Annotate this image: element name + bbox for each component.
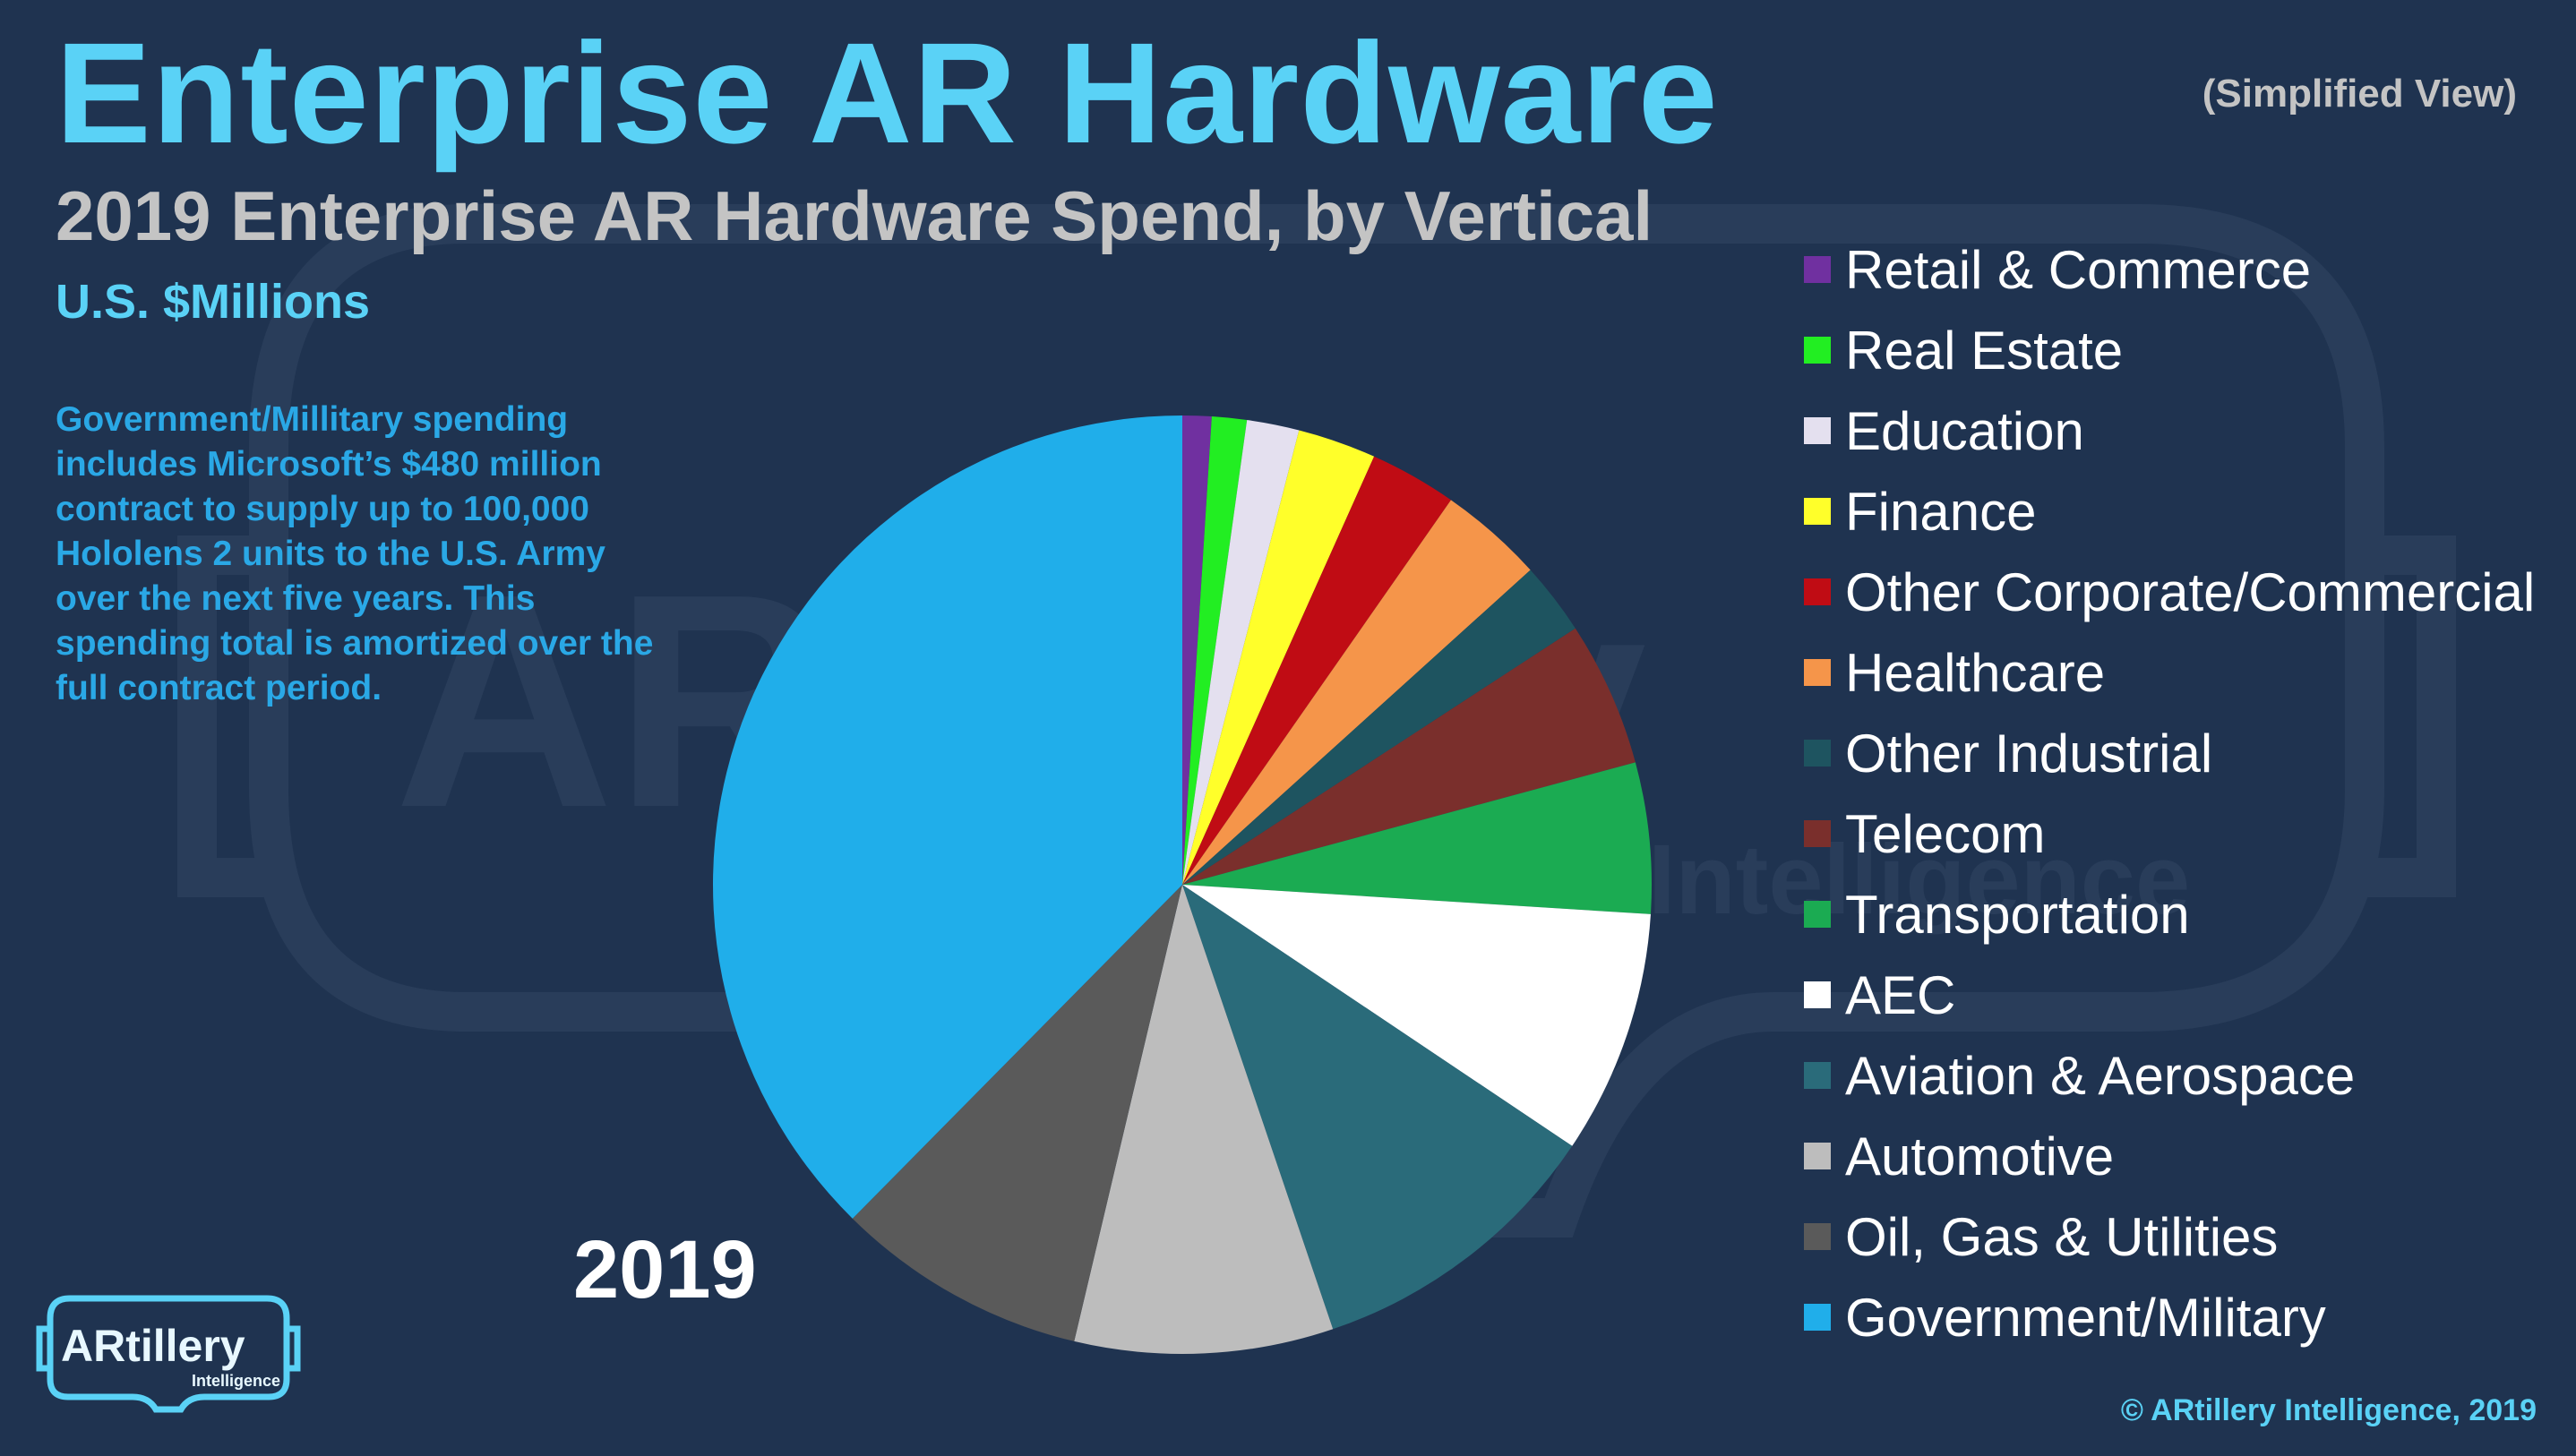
legend-item: Other Corporate/Commercial [1804, 552, 2535, 632]
copyright: © ARtillery Intelligence, 2019 [2120, 1393, 2537, 1427]
legend-swatch [1804, 659, 1831, 686]
pie-slice-8 [1182, 762, 1652, 914]
page-title: Enterprise AR Hardware [56, 13, 1719, 173]
logo-text: ARtillery [61, 1321, 245, 1371]
legend-label: Retail & Commerce [1845, 239, 2312, 300]
legend-label: Telecom [1845, 803, 2046, 864]
legend-label: Government/Military [1845, 1287, 2326, 1348]
legend-item: Healthcare [1804, 632, 2535, 713]
legend-label: Finance [1845, 481, 2037, 542]
legend-swatch [1804, 578, 1831, 605]
legend-label: AEC [1845, 964, 1956, 1025]
legend-swatch [1804, 337, 1831, 364]
legend: Retail & Commerce Real Estate Education Fin… [1804, 229, 2535, 1358]
logo: ARtillery Intelligence [34, 1293, 303, 1415]
legend-swatch [1804, 417, 1831, 444]
legend-swatch [1804, 820, 1831, 847]
watermark-subtext: Intelligence [1648, 825, 2190, 935]
pie-slice-9 [1182, 885, 1651, 1146]
legend-item: Aviation & Aerospace [1804, 1035, 2535, 1116]
pie-slice-7 [1182, 628, 1636, 885]
pie-slice-2 [1182, 419, 1300, 886]
legend-label: Aviation & Aerospace [1845, 1045, 2356, 1106]
legend-swatch [1804, 256, 1831, 283]
units-label: U.S. $Millions [56, 275, 371, 329]
pie-slice-3 [1182, 430, 1375, 885]
pie-slice-10 [1182, 885, 1573, 1330]
pie-slice-1 [1182, 416, 1248, 885]
legend-item: Automotive [1804, 1116, 2535, 1196]
pie-slice-12 [852, 885, 1182, 1341]
legend-item: Finance [1804, 471, 2535, 552]
legend-item: AEC [1804, 955, 2535, 1035]
legend-swatch [1804, 1062, 1831, 1089]
pie-slice-13 [712, 415, 1182, 1219]
legend-swatch [1804, 498, 1831, 525]
legend-label: Other Industrial [1845, 723, 2213, 784]
legend-label: Other Corporate/Commercial [1845, 561, 2536, 622]
pie-slice-4 [1182, 456, 1451, 885]
legend-swatch [1804, 1143, 1831, 1169]
legend-swatch [1804, 1304, 1831, 1331]
legend-label: Education [1845, 400, 2084, 461]
chart-subtitle: 2019 Enterprise AR Hardware Spend, by Ve… [56, 176, 1653, 255]
pie-slice-6 [1182, 570, 1576, 885]
pie-slice-0 [1182, 415, 1212, 885]
pie-slice-5 [1182, 500, 1531, 885]
legend-swatch [1804, 901, 1831, 928]
legend-label: Real Estate [1845, 320, 2124, 381]
logo-frame-icon [36, 1295, 301, 1413]
legend-item: Telecom [1804, 793, 2535, 874]
legend-swatch [1804, 981, 1831, 1008]
pie-slice-11 [1074, 885, 1334, 1354]
legend-label: Oil, Gas & Utilities [1845, 1206, 2279, 1267]
legend-swatch [1804, 740, 1831, 767]
legend-swatch [1804, 1223, 1831, 1250]
legend-label: Automotive [1845, 1126, 2115, 1186]
legend-item: Real Estate [1804, 310, 2535, 390]
legend-item: Government/Military [1804, 1277, 2535, 1358]
legend-label: Healthcare [1845, 642, 2106, 703]
view-note: (Simplified View) [2202, 72, 2517, 116]
year-label: 2019 [573, 1224, 757, 1315]
legend-label: Transportation [1845, 884, 2190, 945]
legend-item: Education [1804, 390, 2535, 471]
logo-subtext: Intelligence [192, 1372, 281, 1390]
legend-item: Other Industrial [1804, 713, 2535, 793]
legend-item: Retail & Commerce [1804, 229, 2535, 310]
footnote: Government/Millitary spending includes M… [56, 400, 654, 707]
legend-item: Oil, Gas & Utilities [1804, 1196, 2535, 1277]
legend-item: Transportation [1804, 874, 2535, 955]
